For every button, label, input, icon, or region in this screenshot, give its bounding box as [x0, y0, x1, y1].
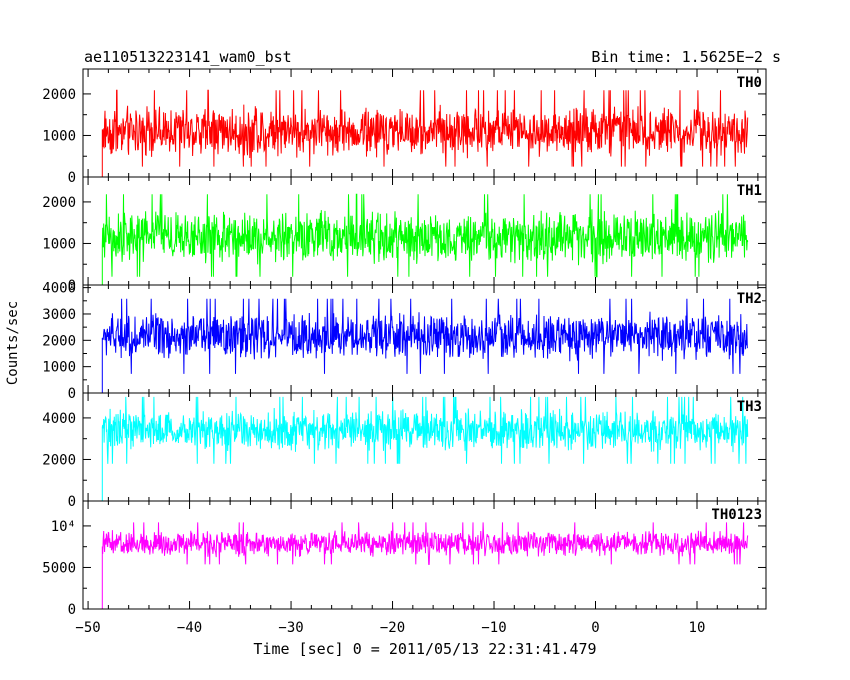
x-tick-label: 0	[591, 620, 599, 636]
y-tick-label: 0	[68, 278, 76, 294]
x-tick-labels: −50 −40 −30 −20 −10 0 10	[75, 620, 705, 636]
panels-group: 0 1000 2000 TH0 0 1000 2000 TH1 0 1000 2000 3000 400…	[42, 68, 767, 618]
y-tick-label: 4000	[42, 281, 76, 297]
x-tick-label: −50	[75, 620, 100, 636]
panel-th0: 0 1000 2000 TH0	[42, 68, 767, 186]
x-tick-label: 10	[689, 620, 706, 636]
y-tick-label: 4000	[42, 411, 76, 427]
panel-th0123: 0 5000 10⁴ TH0123	[42, 500, 767, 618]
panel-th1: 0 1000 2000 TH1	[42, 176, 767, 294]
y-tick-label: 2000	[42, 333, 76, 349]
bin-time-label: Bin time: 1.5625E−2 s	[591, 48, 781, 66]
y-tick-label: 1000	[42, 360, 76, 376]
panel-frame	[82, 500, 767, 610]
x-tick-label: −40	[177, 620, 202, 636]
series-th0	[98, 89, 749, 177]
y-tick-label: 2000	[42, 87, 76, 103]
chart-title: ae110513223141_wam0_bst	[84, 48, 292, 66]
x-axis-label: Time [sec] 0 = 2011/05/13 22:31:41.479	[253, 640, 596, 658]
series-th1	[98, 193, 749, 285]
y-axis-label: Counts/sec	[5, 301, 21, 385]
y-tick-label: 0	[68, 494, 76, 510]
panel-th2: 0 1000 2000 3000 4000 TH2	[42, 281, 767, 402]
panel-th3: 0 2000 4000 TH3	[42, 392, 767, 510]
series-th2	[98, 298, 748, 393]
y-tick-label: 3000	[42, 307, 76, 323]
y-tick-label: 1000	[42, 128, 76, 144]
panel-frame	[82, 392, 767, 502]
y-tick-label: 0	[68, 170, 76, 186]
x-tick-label: −30	[278, 620, 303, 636]
panel-label: TH0123	[711, 507, 762, 523]
y-tick-label: 10⁴	[51, 519, 76, 535]
panel-label: TH1	[737, 183, 762, 199]
y-tick-label: 0	[68, 602, 76, 618]
y-tick-label: 2000	[42, 452, 76, 468]
series-th0123	[98, 522, 749, 609]
y-tick-label: 5000	[42, 560, 76, 576]
y-tick-label: 1000	[42, 236, 76, 252]
panel-label: TH3	[737, 399, 762, 415]
y-tick-label: 0	[68, 386, 76, 402]
x-tick-label: −10	[481, 620, 506, 636]
series-th3	[98, 396, 749, 501]
panel-label: TH0	[737, 75, 762, 91]
panel-label: TH2	[737, 291, 762, 307]
y-tick-label: 2000	[42, 195, 76, 211]
x-tick-label: −20	[380, 620, 405, 636]
